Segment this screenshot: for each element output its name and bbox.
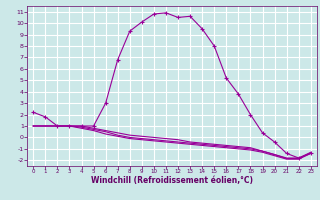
X-axis label: Windchill (Refroidissement éolien,°C): Windchill (Refroidissement éolien,°C) <box>91 176 253 185</box>
